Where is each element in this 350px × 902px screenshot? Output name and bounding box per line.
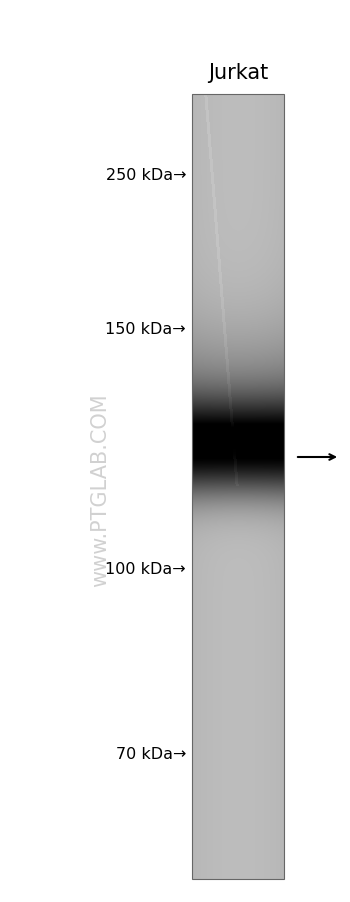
Text: www.PTGLAB.COM: www.PTGLAB.COM — [90, 392, 110, 586]
Bar — [192, 95, 284, 879]
Text: 70 kDa→: 70 kDa→ — [116, 747, 186, 761]
Text: Jurkat: Jurkat — [208, 63, 268, 83]
Text: 250 kDa→: 250 kDa→ — [105, 167, 186, 182]
Text: 100 kDa→: 100 kDa→ — [105, 562, 186, 577]
Text: 150 kDa→: 150 kDa→ — [105, 322, 186, 337]
